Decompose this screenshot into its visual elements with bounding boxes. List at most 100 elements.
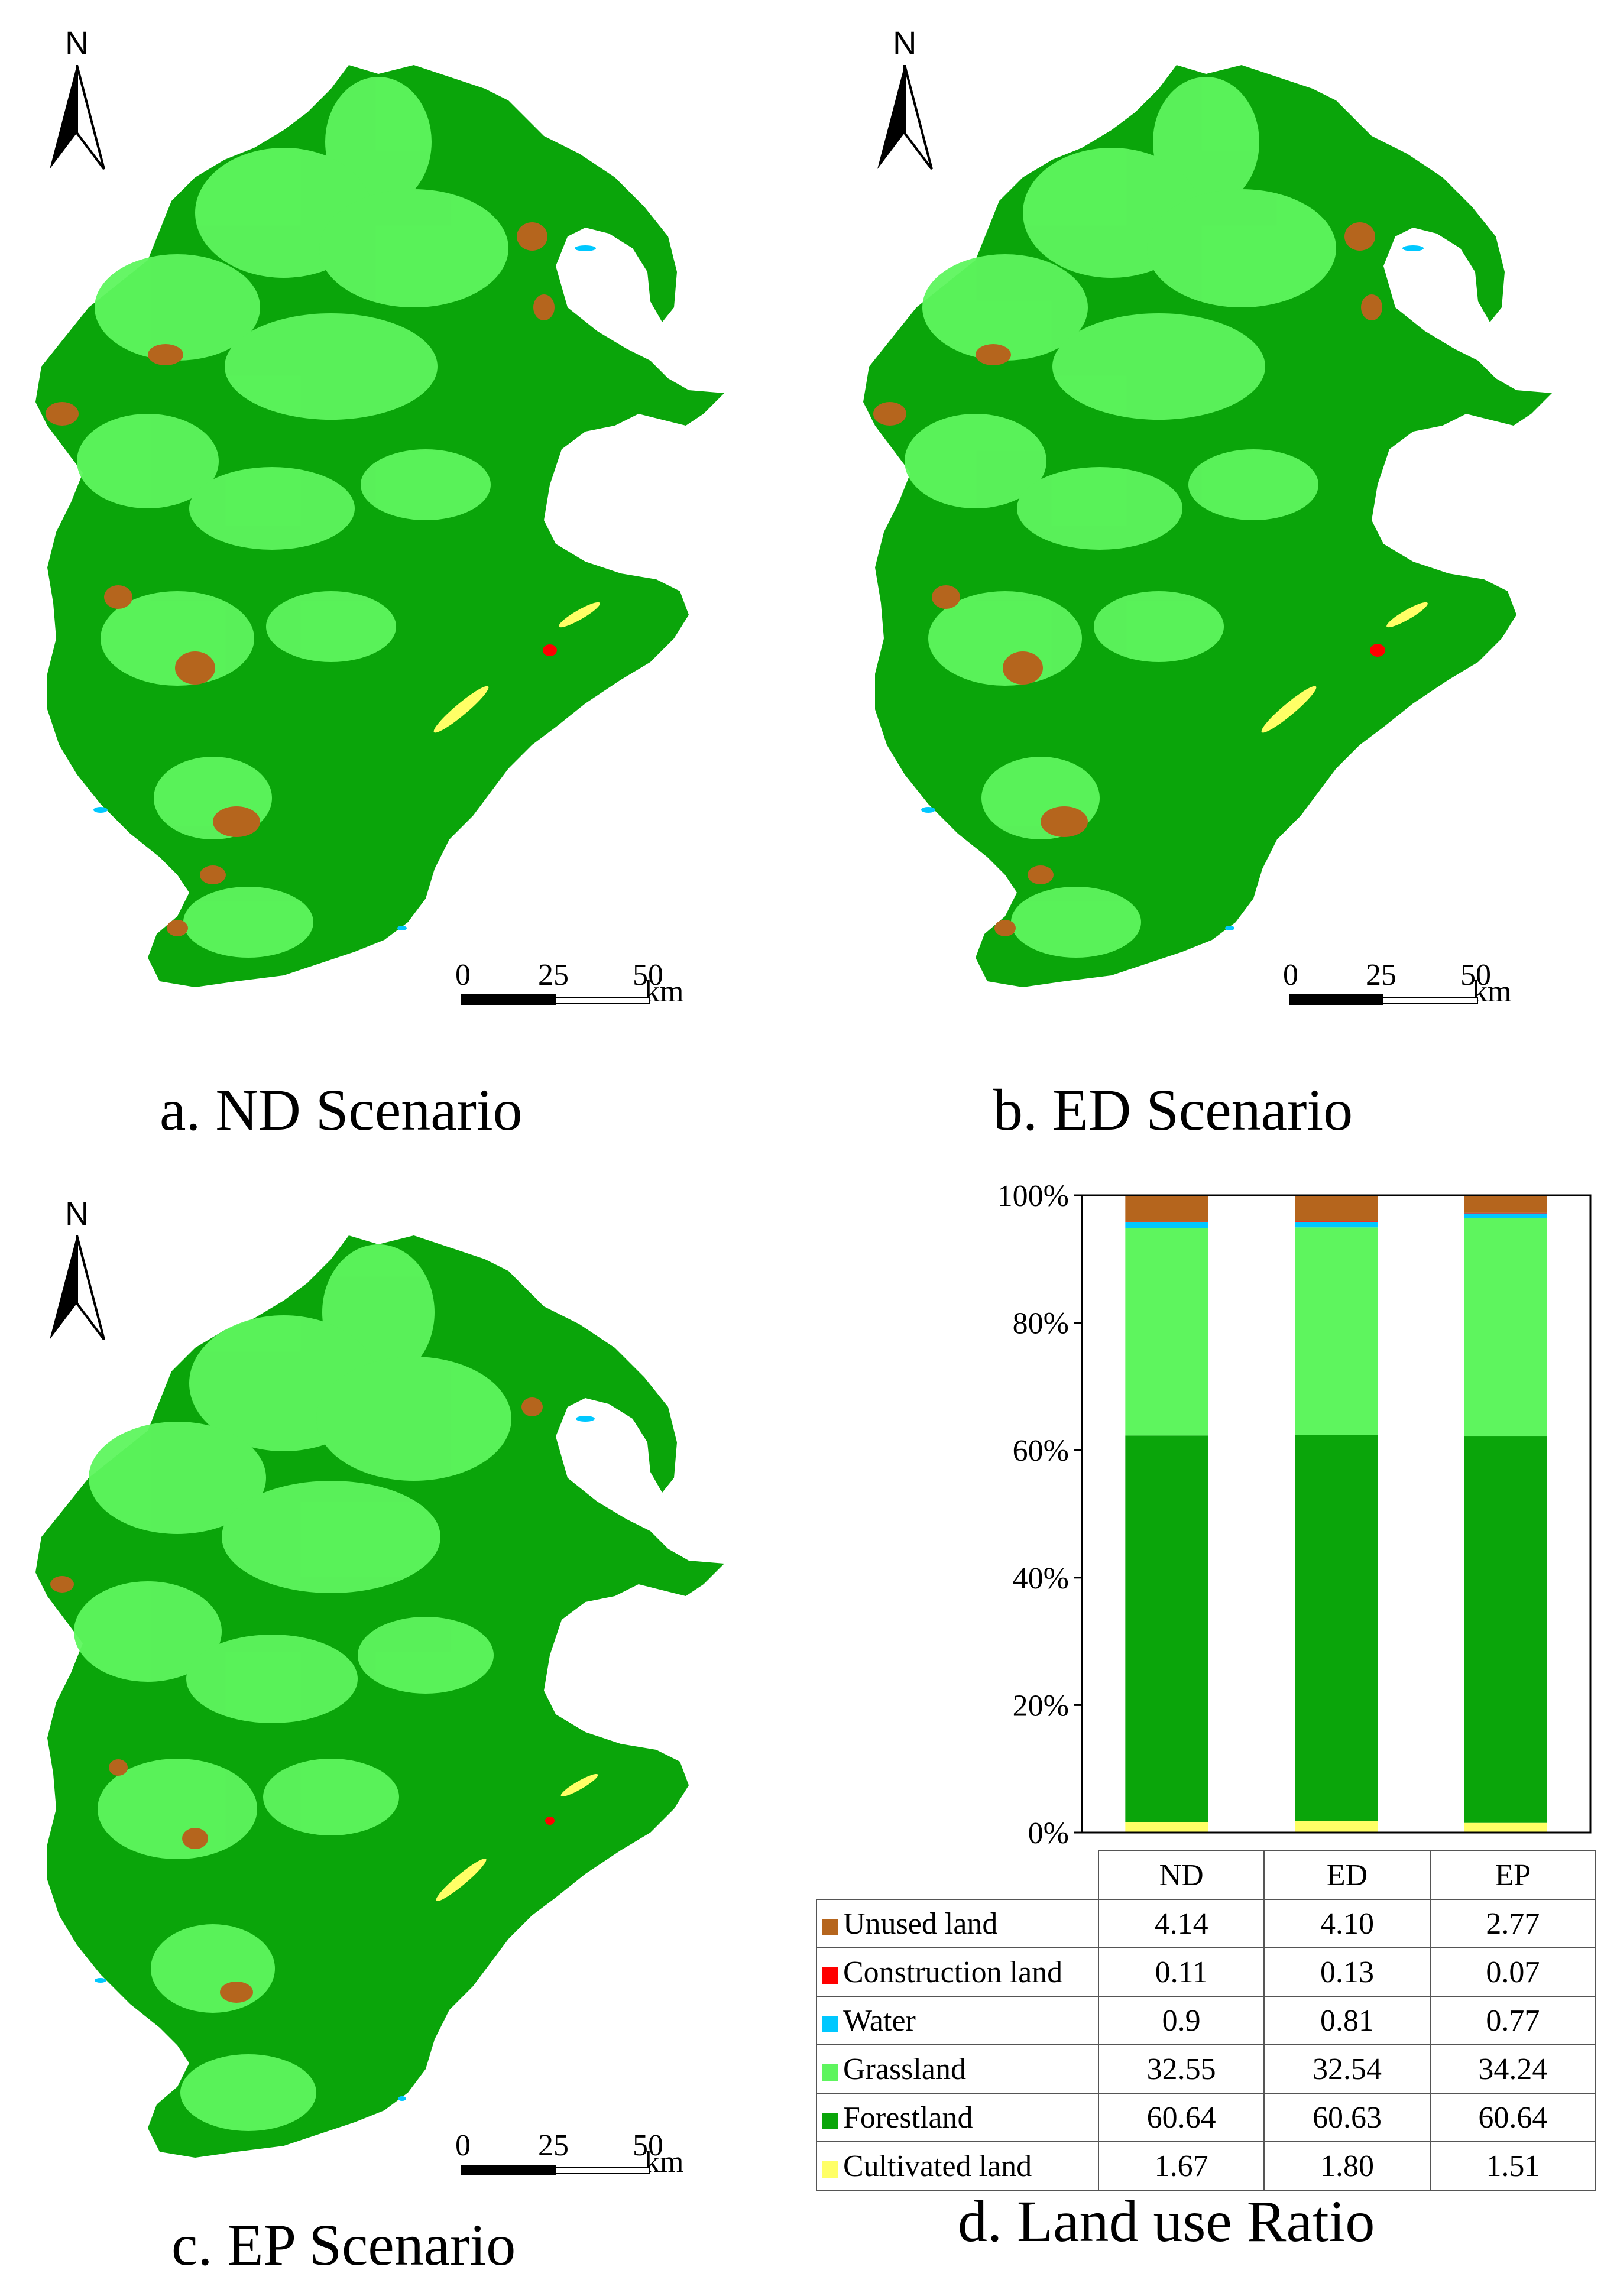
table-row: Cultivated land 1.67 1.80 1.51	[816, 2141, 1597, 2191]
cultivated-patches	[433, 602, 600, 733]
map-ed	[863, 65, 1552, 987]
scale-tick-50: 50	[633, 2129, 663, 2162]
y-tick-label: 100%	[997, 1179, 1069, 1213]
scale-unit: km	[644, 2145, 684, 2179]
bar-segment-nd-grassland	[1125, 1228, 1208, 1436]
north-label: N	[65, 24, 89, 61]
cell-value: 1.80	[1263, 2141, 1431, 2191]
bar-segment-ed-cultivated-land	[1295, 1821, 1378, 1833]
cell-value: 0.13	[1263, 1947, 1431, 1997]
cell-value: 0.9	[1097, 1996, 1265, 2045]
y-tick-label: 20%	[1013, 1689, 1069, 1723]
swatch-water	[822, 2015, 838, 2032]
construction-patches	[543, 644, 557, 656]
grassland-patches	[74, 1244, 511, 2131]
construction-patches	[545, 1817, 555, 1825]
row-label: Grassland	[843, 2052, 966, 2086]
table-corner	[816, 1851, 1099, 1900]
swatch-construction	[822, 1967, 838, 1984]
table-row: Forestland 60.64 60.63 60.64	[816, 2093, 1597, 2142]
map-ep	[35, 1235, 724, 2158]
cell-value: 0.11	[1097, 1947, 1265, 1997]
bar-segment-nd-water	[1125, 1222, 1208, 1228]
scale-tick-0: 0	[1283, 958, 1298, 992]
row-label: Construction land	[843, 1955, 1063, 1989]
cell-value: 2.77	[1429, 1899, 1597, 1948]
scale-tick-25: 25	[538, 958, 569, 992]
map-nd	[35, 65, 724, 987]
bar-segment-ed-construction-land	[1295, 1221, 1378, 1222]
unused-land-patches	[50, 1397, 543, 2003]
scale-bar-graphic	[461, 2165, 650, 2175]
y-tick-label: 40%	[1013, 1562, 1069, 1595]
row-label: Water	[843, 2003, 916, 2038]
bar-segment-ep-forestland	[1464, 1436, 1547, 1823]
north-arrow-icon	[50, 65, 105, 170]
table-row: Water 0.9 0.81 0.77	[816, 1996, 1597, 2045]
land-use-ratio-panel: 0% 20% 40% 60% 80% 100% ND ED EP Unused land …	[804, 1159, 1608, 2294]
bar-segment-ep-cultivated-land	[1464, 1822, 1547, 1833]
bar-segment-ed-forestland	[1295, 1435, 1378, 1821]
scale-bar: 0 25 50 km	[449, 958, 715, 1017]
cell-value: 60.64	[1097, 2093, 1265, 2142]
scale-tick-50: 50	[633, 958, 663, 992]
swatch-grassland	[822, 2064, 838, 2081]
north-label: N	[893, 24, 917, 61]
axis-layer: 0% 20% 40% 60% 80% 100%	[997, 1179, 1592, 1850]
north-label: N	[65, 1195, 89, 1232]
col-header-nd: ND	[1097, 1850, 1265, 1900]
cell-value: 4.10	[1263, 1899, 1431, 1948]
caption-c: c. EP Scenario	[171, 2212, 516, 2278]
bar-segment-ep-construction-land	[1464, 1212, 1547, 1214]
col-header-ep: EP	[1429, 1850, 1597, 1900]
land-use-ratio-chart: 0% 20% 40% 60% 80% 100%	[997, 1179, 1592, 1850]
grassland-patches	[905, 77, 1336, 958]
swatch-unused	[822, 1918, 838, 1935]
map-panel-nd: N 0 25 50 km a. ND Scenario	[0, 0, 769, 1143]
cell-value: 60.63	[1263, 2093, 1431, 2142]
table-row: Unused land 4.14 4.10 2.77	[816, 1899, 1597, 1948]
water-patches	[95, 1416, 595, 2101]
unused-land-patches	[873, 222, 1382, 936]
north-arrow-icon	[50, 1235, 105, 1341]
table-row: Grassland 32.55 32.54 34.24	[816, 2044, 1597, 2094]
bar-segment-ep-water	[1464, 1213, 1547, 1218]
bar-segment-nd-cultivated-land	[1125, 1821, 1208, 1833]
plot-area-frame	[1081, 1194, 1592, 1834]
row-label: Cultivated land	[843, 2149, 1032, 2183]
water-patches	[93, 245, 596, 930]
scale-tick-0: 0	[455, 958, 471, 992]
swatch-forestland	[822, 2112, 838, 2129]
bar-segment-ed-unused-land	[1295, 1195, 1378, 1222]
land-use-ratio-table: ND ED EP Unused land 4.14 4.10 2.77 Cons…	[816, 1850, 1597, 2191]
scale-bar-graphic	[461, 994, 650, 1005]
bar-segment-nd-unused-land	[1125, 1195, 1208, 1222]
cell-value: 0.77	[1429, 1996, 1597, 2045]
north-arrow: N	[47, 24, 106, 170]
scale-tick-25: 25	[1366, 958, 1396, 992]
row-label: Forestland	[843, 2100, 973, 2135]
grassland-patches	[77, 77, 508, 958]
cultivated-patches	[436, 1774, 598, 1902]
caption-d: d. Land use Ratio	[958, 2188, 1375, 2254]
bar-segment-nd-forestland	[1125, 1435, 1208, 1822]
map-panel-ep: N 0 25 50 km c. EP Scenario	[0, 1170, 769, 2294]
bar-segment-ep-grassland	[1464, 1218, 1547, 1437]
caption-a: a. ND Scenario	[160, 1077, 523, 1143]
cell-value: 34.24	[1429, 2044, 1597, 2094]
north-arrow-icon	[877, 65, 933, 170]
bar-segment-ed-water	[1295, 1222, 1378, 1228]
cell-value: 0.81	[1263, 1996, 1431, 2045]
cultivated-patches	[1261, 602, 1428, 733]
scale-bar: 0 25 50 km	[1277, 958, 1543, 1017]
table-header-row: ND ED EP	[816, 1850, 1597, 1900]
cell-value: 0.07	[1429, 1947, 1597, 1997]
scale-bar: 0 25 50 km	[449, 2128, 715, 2187]
cell-value: 1.51	[1429, 2141, 1597, 2191]
north-arrow: N	[47, 1194, 106, 1341]
bar-segment-ed-grassland	[1295, 1227, 1378, 1435]
col-header-ed: ED	[1263, 1850, 1431, 1900]
scale-unit: km	[1472, 975, 1512, 1008]
table-row: Construction land 0.11 0.13 0.07	[816, 1947, 1597, 1997]
bar-segment-ep-unused-land	[1464, 1195, 1547, 1213]
